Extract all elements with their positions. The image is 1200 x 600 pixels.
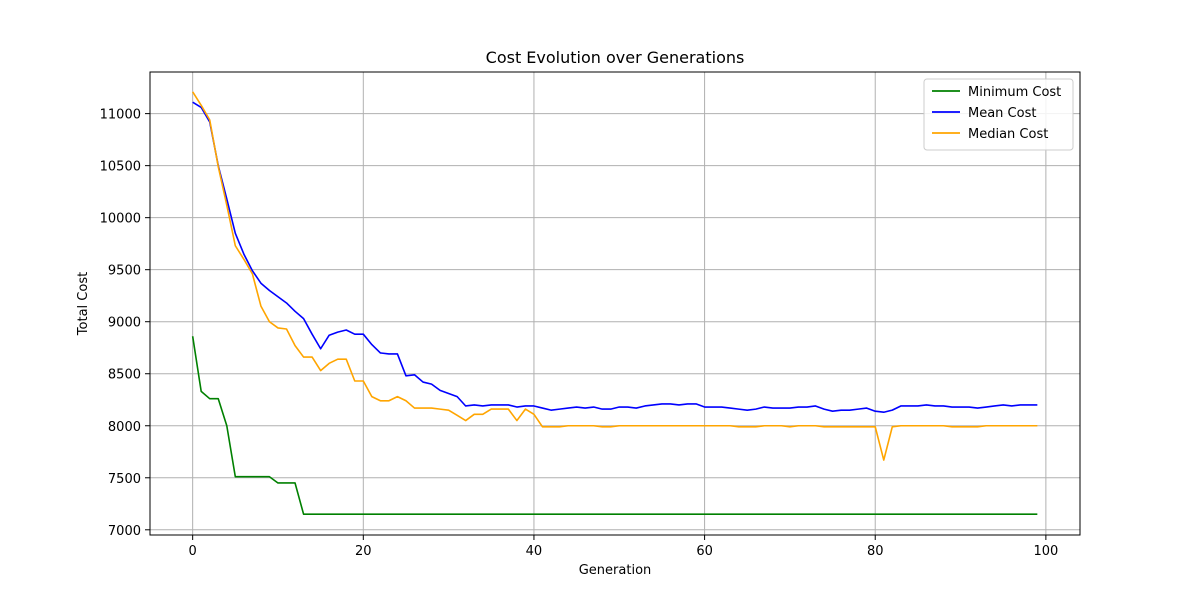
plot-frame (149, 71, 1081, 536)
legend-label: Median Cost (968, 127, 1048, 142)
series-line-mean-cost (192, 101, 1038, 414)
y-tick-label: 10500 (100, 160, 141, 175)
x-tick-label: 80 (867, 544, 884, 559)
x-tick-label: 40 (526, 544, 543, 559)
y-axis-title: Total Cost (76, 272, 91, 336)
x-tick-label: 60 (696, 544, 713, 559)
y-tick-label: 7500 (108, 472, 141, 487)
series-line-minimum-cost (191, 336, 1038, 515)
x-axis-title: Generation (579, 563, 652, 578)
x-tick-label: 20 (355, 544, 372, 559)
legend-label: Minimum Cost (968, 85, 1061, 100)
x-tick-label: 0 (189, 544, 197, 559)
y-tick-label: 11000 (100, 108, 141, 123)
y-axis: 7000 7500 8000 8500 9000 9500 10000 10500 11000 (100, 108, 150, 539)
y-tick-label: 9000 (108, 316, 141, 331)
y-tick-label: 8500 (108, 368, 141, 383)
y-tick-label: 7000 (108, 524, 141, 539)
x-tick-label: 100 (1033, 544, 1058, 559)
legend-box (923, 78, 1074, 151)
legend-label: Mean Cost (968, 106, 1036, 121)
legend: Minimum Cost Mean Cost Median Cost (923, 78, 1074, 151)
y-tick-label: 9500 (108, 264, 141, 279)
grid (150, 72, 1080, 535)
y-tick-label: 10000 (100, 212, 141, 227)
series-line-median-cost (191, 91, 1038, 461)
y-tick-label: 8000 (108, 420, 141, 435)
chart-title: Cost Evolution over Generations (486, 48, 745, 67)
x-axis: 0 20 40 60 80 100 (189, 535, 1058, 559)
series-layer (191, 91, 1038, 515)
